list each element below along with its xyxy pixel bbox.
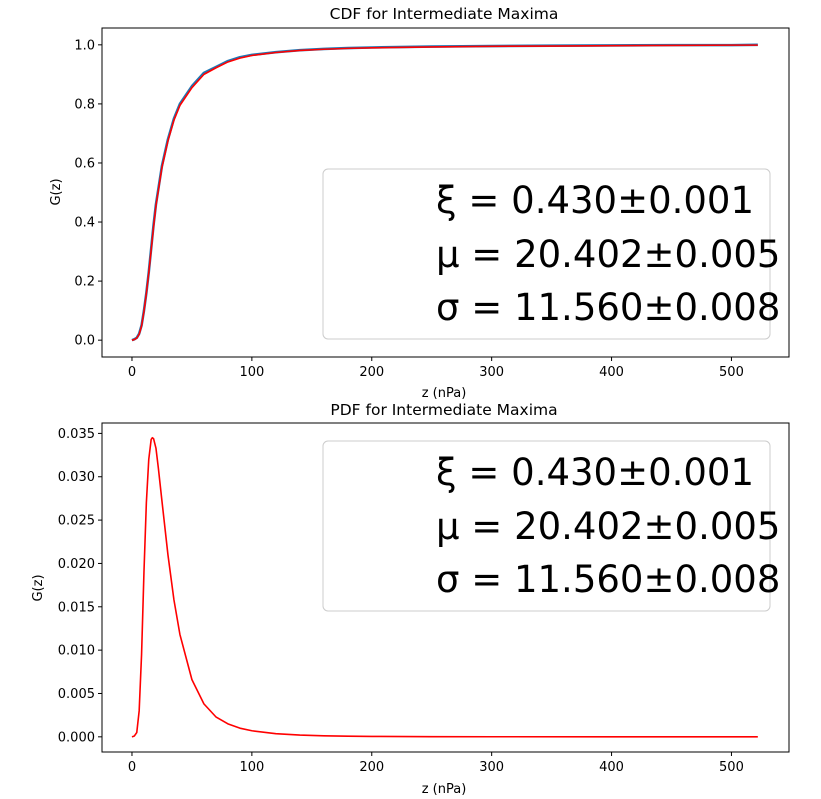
cdf-y-tick-label: 0.4 (74, 216, 95, 231)
cdf-x-tick-label: 100 (239, 365, 264, 380)
pdf-x-tick-label: 300 (479, 760, 504, 775)
pdf-plot-area (131, 436, 758, 738)
pdf-y-tick-label: 0.025 (58, 514, 95, 529)
cdf-y-tick-label: 0.8 (74, 97, 95, 112)
pdf-title: PDF for Intermediate Maxima (330, 401, 557, 419)
pdf-legend: ξ = 0.430±0.001 μ = 20.402±0.005 σ = 11.… (322, 440, 780, 612)
cdf-chart: CDF for Intermediate Maxima 0 100 200 300 40… (49, 5, 790, 401)
cdf-y-tick-label: 0.2 (74, 275, 95, 290)
cdf-title: CDF for Intermediate Maxima (330, 5, 559, 23)
cdf-legend-sigma: σ = 11.560±0.008 (436, 286, 780, 329)
pdf-series-fit-line (131, 436, 758, 738)
cdf-legend-xi: ξ = 0.430±0.001 (436, 179, 754, 222)
cdf-x-tick-label: 400 (599, 365, 624, 380)
pdf-y-tick-label: 0.010 (58, 644, 95, 659)
cdf-legend-mu: μ = 20.402±0.005 (436, 233, 780, 276)
pdf-y-tick-label: 0.015 (58, 600, 95, 615)
pdf-y-tick-label: 0.000 (58, 730, 95, 745)
cdf-x-tick-label: 200 (359, 365, 384, 380)
cdf-x-tick-label: 0 (128, 365, 136, 380)
cdf-series-fit-line (131, 44, 758, 341)
pdf-y-tick-label: 0.035 (58, 427, 95, 442)
pdf-y-tick-label: 0.030 (58, 470, 95, 485)
pdf-y-axis-label: G(z) (31, 574, 46, 601)
cdf-y-ticks: 0.0 0.2 0.4 0.6 0.8 1.0 (74, 38, 102, 349)
cdf-x-tick-label: 300 (479, 365, 504, 380)
pdf-x-tick-label: 200 (359, 760, 384, 775)
cdf-x-ticks: 0 100 200 300 400 500 (128, 357, 744, 380)
pdf-axes-frame (101, 422, 790, 753)
cdf-plot-area (131, 43, 758, 342)
cdf-legend-box (322, 168, 771, 340)
cdf-y-tick-label: 0.0 (74, 334, 95, 349)
pdf-x-ticks: 0 100 200 300 400 500 (128, 752, 744, 775)
pdf-x-tick-label: 500 (719, 760, 744, 775)
pdf-y-ticks: 0.000 0.005 0.010 0.015 0.020 0.025 0.030 0.035 (58, 427, 102, 745)
cdf-y-axis-label: G(z) (49, 178, 64, 205)
pdf-chart: PDF for Intermediate Maxima 0 100 200 300 40… (31, 401, 790, 797)
pdf-y-tick-label: 0.005 (58, 687, 95, 702)
cdf-x-tick-label: 500 (719, 365, 744, 380)
pdf-x-axis-label: z (nPa) (422, 782, 467, 797)
pdf-legend-mu: μ = 20.402±0.005 (436, 505, 780, 548)
pdf-legend-box (322, 440, 771, 612)
pdf-y-tick-label: 0.020 (58, 557, 95, 572)
pdf-legend-sigma: σ = 11.560±0.008 (436, 558, 780, 601)
cdf-x-axis-label: z (nPa) (422, 386, 467, 401)
cdf-y-tick-label: 1.0 (74, 38, 95, 53)
pdf-x-tick-label: 0 (128, 760, 136, 775)
cdf-axes-frame (101, 27, 790, 358)
cdf-y-tick-label: 0.6 (74, 156, 95, 171)
pdf-x-tick-label: 100 (239, 760, 264, 775)
cdf-legend: ξ = 0.430±0.001 μ = 20.402±0.005 σ = 11.… (322, 168, 780, 340)
pdf-x-tick-label: 400 (599, 760, 624, 775)
pdf-legend-xi: ξ = 0.430±0.001 (436, 451, 754, 494)
